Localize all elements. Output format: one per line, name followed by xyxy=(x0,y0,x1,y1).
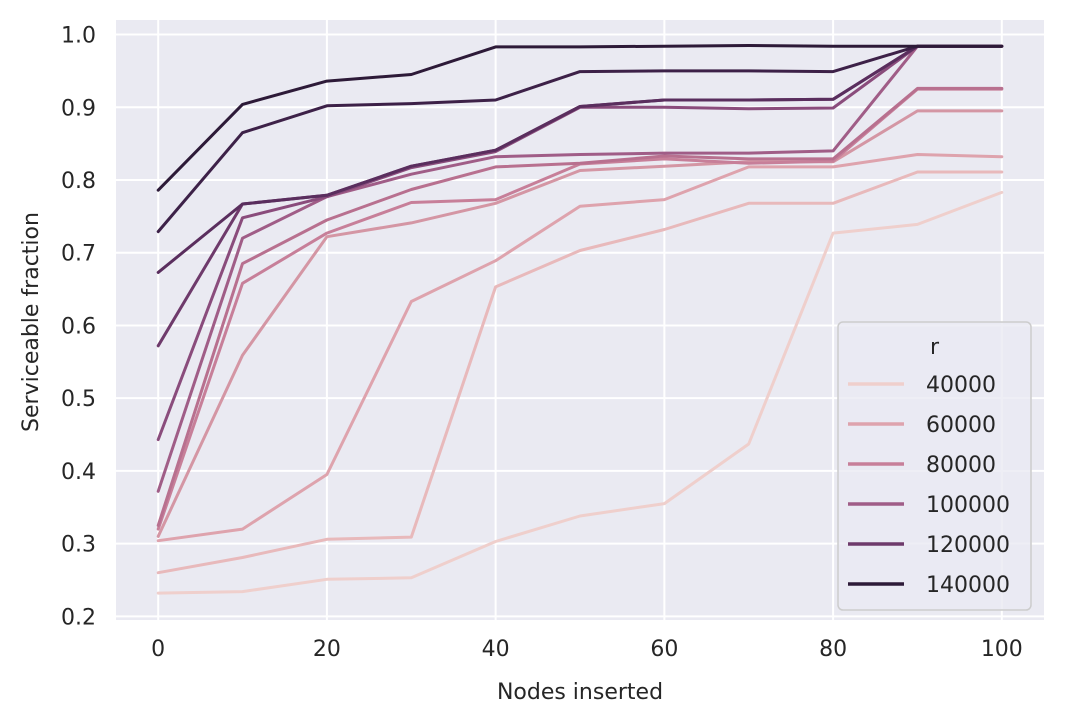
y-tick-label: 1.0 xyxy=(61,24,96,49)
series-line-r-80000-5 xyxy=(156,86,1004,527)
series-line-r-40000-0 xyxy=(156,190,1004,595)
legend-label: 60000 xyxy=(926,413,996,438)
series-line-r-40000-1 xyxy=(156,170,1004,575)
y-tick-label: 0.4 xyxy=(61,460,96,485)
legend-title: r xyxy=(930,335,940,360)
legend-label: 80000 xyxy=(926,453,996,478)
x-tick-label: 20 xyxy=(313,637,341,662)
legend-box xyxy=(837,321,1032,611)
x-tick-label: 40 xyxy=(482,637,510,662)
series-line-r-140000-11 xyxy=(156,44,1004,192)
series-line-r-100000-6 xyxy=(156,44,1004,493)
x-axis-label: Nodes inserted xyxy=(497,680,663,705)
legend: r 40000 60000 80000 100000 120000 140000 xyxy=(837,321,1032,611)
y-axis-label: Serviceable fraction xyxy=(19,212,44,432)
tick-labels: 0 20 40 60 80 100 0.2 0.3 0.4 0.5 0.6 0.7 0.8 0.9 1.0 xyxy=(61,24,1023,662)
x-tick-label: 80 xyxy=(819,637,847,662)
y-tick-label: 0.7 xyxy=(61,242,96,267)
y-tick-label: 0.9 xyxy=(61,96,96,121)
series-line-r-140000-10 xyxy=(156,44,1004,234)
series-line-r-60000-3 xyxy=(156,109,1004,538)
y-tick-label: 0.8 xyxy=(61,169,96,194)
series-lines xyxy=(156,44,1004,595)
y-tick-label: 0.5 xyxy=(61,387,96,412)
legend-label: 100000 xyxy=(926,493,1010,518)
y-tick-label: 0.3 xyxy=(61,533,96,558)
y-tick-label: 0.6 xyxy=(61,314,96,339)
x-tick-label: 60 xyxy=(650,637,678,662)
series-line-r-120000-9 xyxy=(156,44,1004,274)
legend-label: 140000 xyxy=(926,573,1010,598)
legend-items: 40000 60000 80000 100000 120000 140000 xyxy=(848,373,1010,598)
series-line-r-60000-2 xyxy=(156,153,1004,543)
x-tick-label: 0 xyxy=(151,637,165,662)
legend-label: 120000 xyxy=(926,533,1010,558)
x-tick-label: 100 xyxy=(981,637,1023,662)
legend-label: 40000 xyxy=(926,373,996,398)
y-tick-label: 0.2 xyxy=(61,605,96,630)
